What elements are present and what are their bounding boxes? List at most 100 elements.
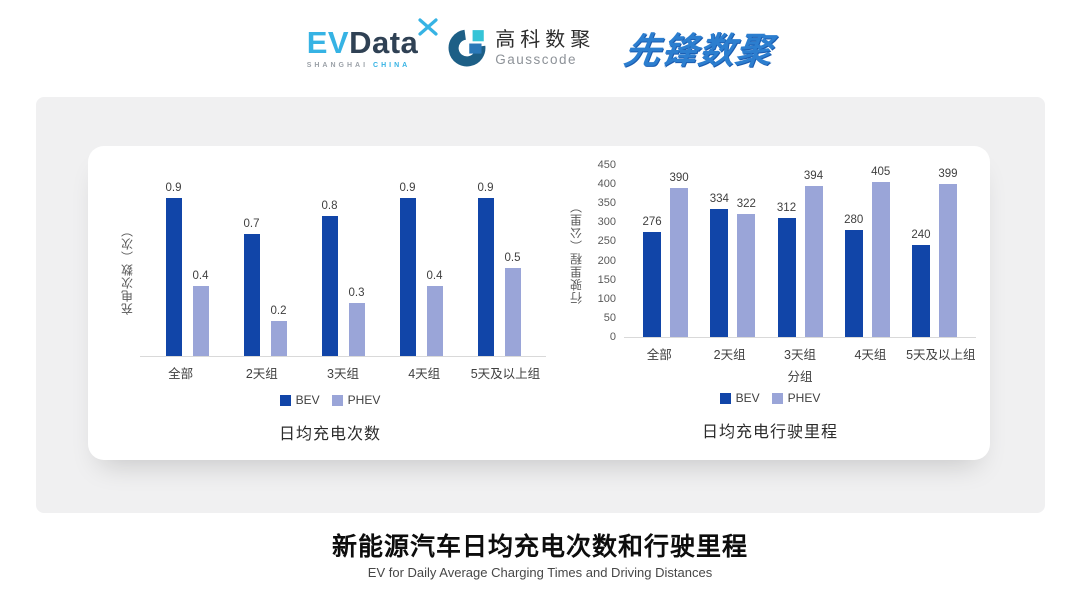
bar-wrap: 0.4 xyxy=(422,270,447,356)
legend-swatch xyxy=(331,394,343,406)
evdata-star-icon xyxy=(418,18,438,36)
main-title: 新能源汽车日均充电次数和行驶里程 xyxy=(331,533,748,561)
bar-wrap: 0.8 xyxy=(317,200,342,356)
evdata-tagline-city: SHANGHAI xyxy=(306,62,369,69)
bar-wrap: 334 xyxy=(707,193,732,337)
bar-wrap: 0.7 xyxy=(239,218,264,356)
chart-daily-driving-distance: 行驶里程（公里） 0 50 100 150 200 250 300 350 400 450 276… xyxy=(564,154,976,442)
bar-group: 334 322 xyxy=(699,193,766,337)
y-tick-label: 200 xyxy=(597,254,616,267)
bar-phev xyxy=(504,268,521,356)
bar-group: 0.9 0.4 xyxy=(148,182,226,356)
bar-group: 312 394 xyxy=(766,170,833,337)
bar-value-label: 0.9 xyxy=(165,182,182,195)
category-label: 4天组 xyxy=(854,348,887,362)
plot-row: 行驶里程（公里） 0 50 100 150 200 250 300 350 400 450 276… xyxy=(564,160,976,343)
bar-bev xyxy=(643,232,662,337)
bar-value-label: 276 xyxy=(642,216,662,229)
bar-phev xyxy=(348,303,365,356)
gausscode-logo: 高科数聚 Gausscode xyxy=(448,29,595,67)
evdata-ev-text: EV xyxy=(306,25,350,60)
bar-wrap: 0.2 xyxy=(266,305,291,356)
chart-title: 日均充电次数 xyxy=(278,426,381,443)
y-ticks: 0 50 100 150 200 250 300 350 400 450 xyxy=(588,160,624,343)
legend: BEV PHEV xyxy=(564,391,976,405)
legend-swatch xyxy=(279,394,291,406)
bar-value-label: 0.8 xyxy=(321,200,338,213)
y-tick-label: 250 xyxy=(597,235,616,248)
category-label: 3天组 xyxy=(784,348,816,362)
legend-label: BEV xyxy=(295,393,320,407)
bar-value-label: 394 xyxy=(803,170,824,183)
category-label: 2天组 xyxy=(713,348,746,362)
y-tick-label: 100 xyxy=(597,292,616,305)
legend-item-phev: PHEV xyxy=(771,391,820,405)
bar-value-label: 0.2 xyxy=(270,305,287,318)
bar-wrap: 322 xyxy=(734,198,759,337)
gausscode-text: 高科数聚 Gausscode xyxy=(495,29,595,67)
bar-wrap: 276 xyxy=(640,216,665,337)
legend-label: BEV xyxy=(735,391,760,405)
bar-wrap: 0.9 xyxy=(473,182,498,356)
bar-bev xyxy=(477,198,494,356)
chart-daily-charging-times: 充电次数（次） 0.9 0.4 0.7 0.2 0.8 0.3 0.9 0.4 0.9 0.5 全… xyxy=(114,156,546,444)
bar-wrap: 240 xyxy=(908,229,933,337)
bar-value-label: 390 xyxy=(669,172,689,185)
bar-bev xyxy=(321,216,338,356)
plot-row: 充电次数（次） 0.9 0.4 0.7 0.2 0.8 0.3 0.9 0.4 0.9 0.5 xyxy=(114,182,546,357)
gausscode-cn-name: 高科数聚 xyxy=(495,29,596,51)
bar-value-label: 0.3 xyxy=(348,287,365,300)
y-axis-title: 充电次数（次） xyxy=(120,224,135,315)
y-tick-label: 450 xyxy=(597,159,616,171)
legend-swatch xyxy=(719,392,731,404)
bar-phev xyxy=(871,182,890,337)
bar-wrap: 280 xyxy=(841,214,866,337)
plot-area: 276 390 334 322 312 394 280 405 240 399 xyxy=(624,166,976,338)
legend-swatch xyxy=(771,392,783,404)
legend: BEV PHEV xyxy=(114,393,546,407)
y-tick-label: 400 xyxy=(597,178,616,191)
category-label: 全部 xyxy=(168,367,194,381)
y-tick-label: 50 xyxy=(603,311,616,324)
evdata-wordmark: EVData xyxy=(306,18,438,60)
chart-panel-card: 充电次数（次） 0.9 0.4 0.7 0.2 0.8 0.3 0.9 0.4 0.9 0.5 全… xyxy=(88,146,990,460)
legend-label: PHEV xyxy=(347,393,381,407)
legend-item-bev: BEV xyxy=(719,391,760,405)
bar-group: 0.8 0.3 xyxy=(304,200,382,356)
category-label: 全部 xyxy=(646,348,672,362)
bar-phev xyxy=(426,286,443,356)
category-label: 5天及以上组 xyxy=(906,348,976,362)
y-axis-title: 行驶里程（公里） xyxy=(569,200,584,304)
plot-area: 0.9 0.4 0.7 0.2 0.8 0.3 0.9 0.4 0.9 0.5 xyxy=(140,182,546,357)
bar-group: 0.9 0.5 xyxy=(460,182,538,356)
bar-wrap: 312 xyxy=(774,202,799,337)
category-label: 4天组 xyxy=(408,367,441,381)
bar-group: 0.7 0.2 xyxy=(226,218,304,356)
bar-value-label: 405 xyxy=(871,166,891,179)
chart-title: 日均充电行驶里程 xyxy=(701,424,838,441)
bar-group: 280 405 xyxy=(834,166,901,337)
bar-wrap: 0.3 xyxy=(344,287,369,356)
y-tick-label: 350 xyxy=(597,197,616,210)
evdata-tagline: SHANGHAI CHINA xyxy=(307,62,411,69)
evdata-data-text: Data xyxy=(349,25,419,60)
bar-wrap: 0.4 xyxy=(188,270,213,356)
bar-bev xyxy=(777,218,796,337)
bar-phev xyxy=(670,188,689,337)
bar-phev xyxy=(192,286,209,356)
bar-wrap: 390 xyxy=(667,172,692,337)
evdata-logo: EVData SHANGHAI CHINA xyxy=(306,18,438,69)
bar-value-label: 0.9 xyxy=(477,182,494,195)
bar-bev xyxy=(243,234,260,356)
evdata-tagline-country: CHINA xyxy=(373,62,411,69)
pioneer-logo: 先锋数聚 xyxy=(622,30,776,71)
bar-wrap: 0.5 xyxy=(500,252,525,356)
bar-wrap: 405 xyxy=(868,166,893,337)
bar-group: 240 399 xyxy=(901,168,968,337)
bar-group: 0.9 0.4 xyxy=(382,182,460,356)
bar-value-label: 399 xyxy=(938,168,958,181)
bar-group: 276 390 xyxy=(632,172,699,337)
bar-value-label: 0.9 xyxy=(399,182,416,195)
bar-value-label: 240 xyxy=(911,229,931,242)
bar-value-label: 312 xyxy=(776,202,797,215)
